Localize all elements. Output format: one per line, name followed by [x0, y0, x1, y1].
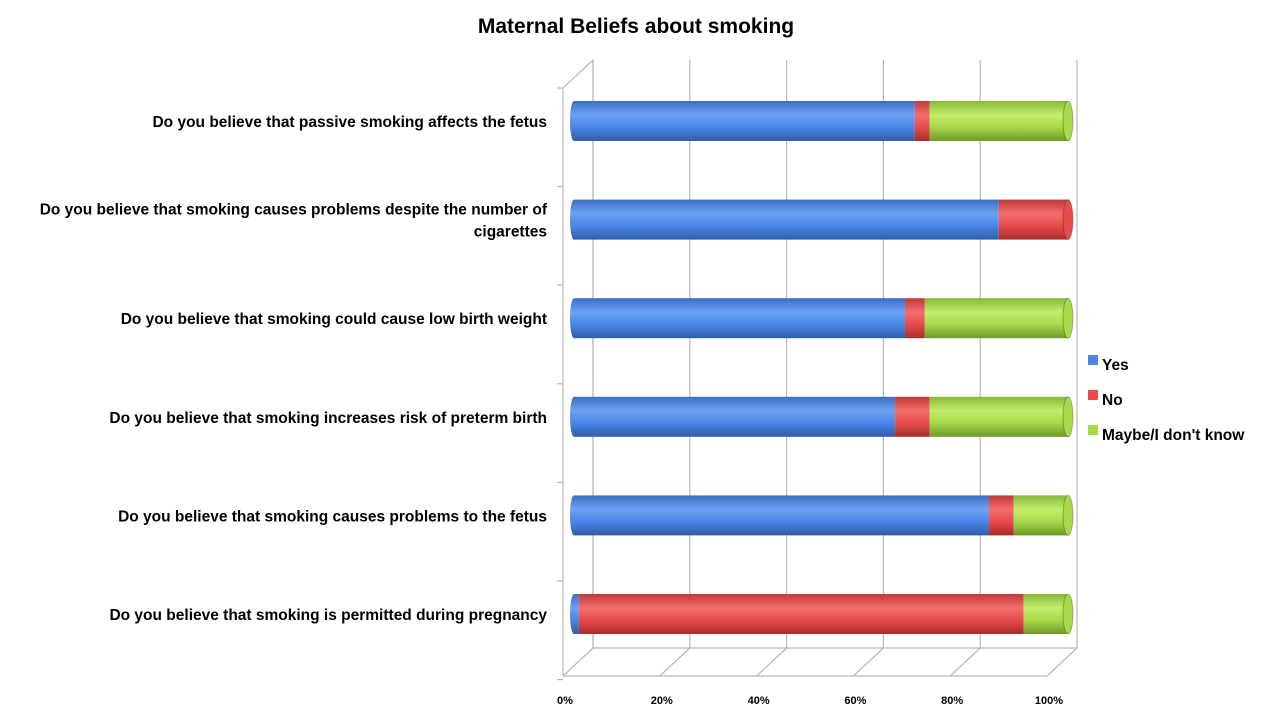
bar-segment-maybe-i-don-t-know [1023, 594, 1068, 634]
legend-label: No [1102, 392, 1123, 409]
legend-swatch [1088, 425, 1098, 435]
bar-segment-yes [574, 495, 989, 536]
category-label: Do you believe that smoking could cause … [121, 311, 547, 328]
bar-end-cap [1062, 199, 1074, 241]
floor-gridline [756, 647, 788, 677]
category-label: Do you believe that smoking causes probl… [40, 202, 548, 219]
x-tick-labels: 0% 20% 40% 60% 80% 100% [557, 695, 1063, 706]
bar-end-cap [1062, 494, 1074, 536]
bar-segment-yes [574, 298, 905, 339]
axes [557, 58, 1077, 681]
bar-start-cap [570, 594, 578, 634]
category-label: Do you believe that smoking causes probl… [118, 508, 547, 525]
bar-segment-no [914, 101, 930, 141]
bar-start-cap [570, 298, 578, 339]
bar-start-cap [570, 199, 578, 240]
bar-end-cap [1062, 396, 1074, 438]
bar-segment-yes [574, 396, 896, 437]
bar-start-cap [570, 101, 578, 141]
category-label: Do you believe that smoking increases ri… [109, 410, 547, 427]
legend-label: Yes [1102, 357, 1129, 374]
floor-gridline [659, 647, 691, 677]
legend-swatch [1088, 390, 1098, 400]
x-tick-label: 20% [651, 695, 673, 706]
bar-segment-no [904, 298, 925, 339]
bar-segment-yes [574, 101, 915, 141]
floor-gridline [1046, 647, 1078, 677]
bar-end-cap [1062, 100, 1074, 142]
bar-segment-maybe-i-don-t-know [929, 101, 1068, 141]
legend-swatch [1088, 355, 1098, 365]
category-label: Do you believe that smoking is permitted… [109, 607, 547, 624]
bar-segment-maybe-i-don-t-know [929, 396, 1068, 437]
bar-segment-no [578, 594, 1024, 634]
chart-title: Maternal Beliefs about smoking [478, 15, 794, 38]
floor-gridline [852, 647, 884, 677]
x-tick-label: 40% [748, 695, 770, 706]
bar-segment-no [998, 199, 1068, 240]
y-axis-wall [562, 58, 594, 676]
floor-gridline [562, 647, 594, 677]
bar-segment-no [988, 495, 1014, 536]
category-label: Do you believe that passive smoking affe… [152, 114, 547, 131]
bar-segment-maybe-i-don-t-know [1013, 495, 1068, 536]
legend: Yes No Maybe/I don't know [1088, 355, 1245, 444]
floor-gridline [949, 647, 981, 677]
bar-segment-yes [574, 199, 999, 240]
bar-end-cap [1062, 297, 1074, 339]
x-tick-label: 80% [941, 695, 963, 706]
bars [570, 100, 1074, 635]
bar-segment-maybe-i-don-t-know [924, 298, 1068, 339]
x-tick-label: 60% [844, 695, 866, 706]
bar-start-cap [570, 495, 578, 536]
bar-segment-no [895, 396, 930, 437]
category-label: cigarettes [474, 224, 547, 241]
category-labels: Do you believe that passive smoking affe… [40, 114, 548, 624]
legend-label: Maybe/I don't know [1102, 427, 1245, 444]
bar-end-cap [1062, 593, 1074, 635]
bar-start-cap [570, 396, 578, 437]
x-tick-label: 100% [1035, 695, 1063, 706]
gridlines [562, 60, 1078, 677]
x-tick-label: 0% [557, 695, 573, 706]
